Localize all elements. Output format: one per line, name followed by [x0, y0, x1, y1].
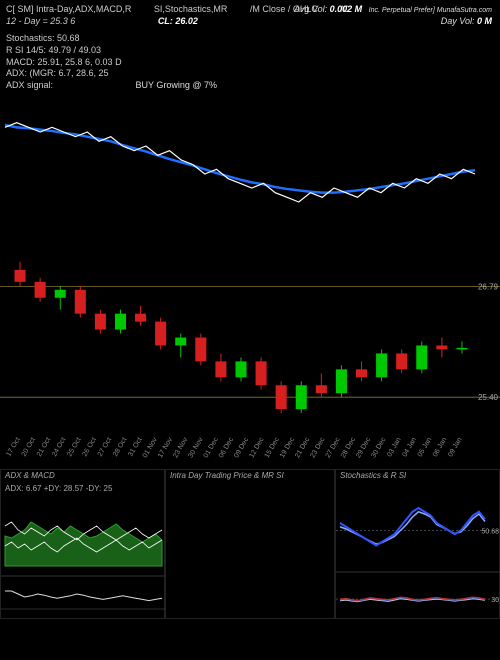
- svg-text:30: 30: [491, 597, 499, 604]
- adx-sub: ADX: 6.67 +DY: 28.57 -DY: 25: [5, 484, 112, 493]
- chart-header: C[ SM] Intra-Day,ADX,MACD,R SI,Stochasti…: [0, 0, 500, 94]
- cl-label: CL:: [158, 16, 173, 26]
- dayvol-value: 0 M: [477, 16, 492, 26]
- hdr-line1-b: SI,Stochastics,MR: [154, 4, 228, 14]
- svg-text:50.68: 50.68: [481, 528, 499, 535]
- svg-text:09 Jan: 09 Jan: [447, 436, 464, 458]
- avgvol-label: Avg Vol:: [294, 4, 327, 14]
- adx-title: ADX & MACD: [1, 470, 164, 481]
- svg-text:30 Dec: 30 Dec: [370, 436, 387, 459]
- adx-signal-label: ADX signal:: [6, 80, 53, 90]
- dayvol-label: Day Vol:: [441, 16, 475, 26]
- hdr-line1-a: C[ SM] Intra-Day,ADX,MACD,R: [6, 4, 131, 14]
- cl-value: 26.02: [175, 16, 198, 26]
- ind-macd: MACD: 25.91, 25.8 6, 0.03 D: [6, 57, 494, 69]
- hdr-line2: 12 - Day = 25.3 6: [6, 16, 75, 26]
- indicator-panels: ADX & MACD ADX: 6.67 +DY: 28.57 -DY: 25 …: [0, 469, 500, 619]
- adx-macd-panel: ADX & MACD ADX: 6.67 +DY: 28.57 -DY: 25: [0, 469, 165, 619]
- watermark: Inc. Perpetual Prefer] MunafaSutra.com: [369, 7, 492, 14]
- main-line-chart: [0, 94, 500, 249]
- ind-adx: ADX: (MGR: 6.7, 28.6, 25: [6, 68, 494, 80]
- intraday-panel: Intra Day Trading Price & MR SI: [165, 469, 335, 619]
- stoch-title: Stochastics & R SI: [336, 470, 499, 481]
- candlestick-chart: 26.7925.4017 Oct20 Oct21 Oct24 Oct25 Oct…: [0, 249, 500, 469]
- ind-stoch: Stochastics: 50.68: [6, 33, 494, 45]
- adx-signal-value: BUY Growing @ 7%: [136, 80, 218, 90]
- avgvol-value: 0.002 M: [330, 4, 363, 14]
- ind-rsi: R SI 14/5: 49.79 / 49.03: [6, 45, 494, 57]
- svg-text:25.40: 25.40: [478, 393, 499, 402]
- intra-title: Intra Day Trading Price & MR SI: [166, 470, 334, 481]
- svg-text:26.79: 26.79: [478, 282, 499, 291]
- stoch-rsi-panel: Stochastics & R SI 50.68 30: [335, 469, 500, 619]
